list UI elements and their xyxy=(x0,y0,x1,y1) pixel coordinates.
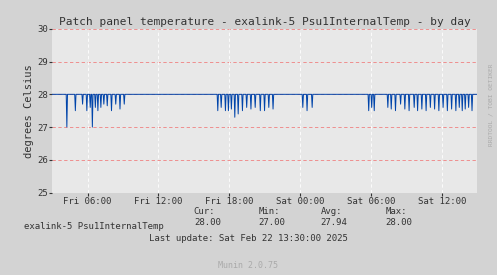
Text: 27.00: 27.00 xyxy=(258,218,285,227)
Text: RRDTOOL / TOBI OETIKER: RRDTOOL / TOBI OETIKER xyxy=(488,63,493,146)
Text: Min:: Min: xyxy=(258,207,280,216)
Title: Patch panel temperature - exalink-5 Psu1InternalTemp - by day: Patch panel temperature - exalink-5 Psu1… xyxy=(59,17,471,27)
Text: Munin 2.0.75: Munin 2.0.75 xyxy=(219,260,278,270)
Text: exalink-5 Psu1InternalTemp: exalink-5 Psu1InternalTemp xyxy=(24,222,164,230)
Text: Cur:: Cur: xyxy=(194,207,215,216)
Text: Last update: Sat Feb 22 13:30:00 2025: Last update: Sat Feb 22 13:30:00 2025 xyxy=(149,234,348,243)
Text: Max:: Max: xyxy=(385,207,407,216)
Text: 28.00: 28.00 xyxy=(194,218,221,227)
Y-axis label: degrees Celsius: degrees Celsius xyxy=(24,64,34,158)
Text: 27.94: 27.94 xyxy=(321,218,347,227)
Text: Avg:: Avg: xyxy=(321,207,342,216)
Text: 28.00: 28.00 xyxy=(385,218,412,227)
